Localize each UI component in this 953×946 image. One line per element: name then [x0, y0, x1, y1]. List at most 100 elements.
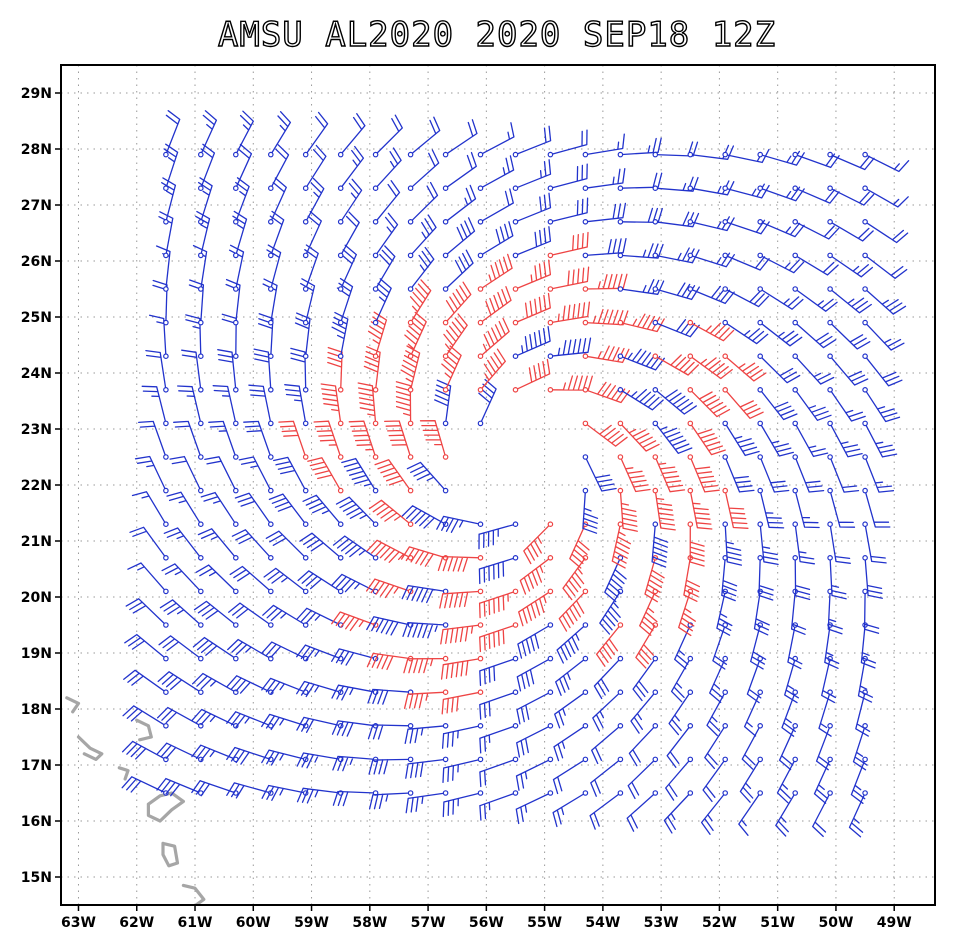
- station-dot: [722, 185, 729, 192]
- station-dot: [617, 487, 624, 494]
- station-dot: [337, 353, 344, 360]
- x-tick-label: 60W: [236, 915, 271, 931]
- wind-barb: [335, 496, 379, 528]
- wind-barb: [267, 144, 290, 192]
- wind-barb: [320, 383, 344, 427]
- station-dot: [198, 655, 204, 662]
- wind-barb: [704, 722, 729, 770]
- coastline-island-west-2: [76, 735, 104, 761]
- wind-barb: [722, 487, 749, 529]
- station-dot: [862, 554, 868, 561]
- station-dot: [862, 185, 868, 192]
- wind-barb: [402, 622, 449, 639]
- station-dot: [302, 185, 309, 192]
- wind-barb: [722, 521, 743, 566]
- wind-barb: [442, 313, 468, 360]
- wind-barb: [848, 790, 868, 838]
- station-dot: [862, 454, 868, 460]
- wind-barb: [195, 564, 239, 595]
- wind-barb: [163, 143, 179, 192]
- station-dot: [233, 521, 239, 528]
- station-dot: [512, 722, 519, 729]
- station-dot: [407, 790, 414, 796]
- wind-barb: [158, 635, 204, 662]
- station-dot: [267, 319, 274, 326]
- station-dot: [547, 386, 554, 393]
- wind-barb: [757, 219, 805, 238]
- station-dot: [687, 219, 694, 225]
- wind-barb: [134, 455, 169, 494]
- station-dot: [582, 588, 589, 595]
- station-dot: [233, 286, 239, 292]
- station-dot: [547, 722, 554, 729]
- wind-barb: [663, 790, 694, 834]
- wind-barb: [440, 655, 484, 680]
- station-dot: [687, 420, 694, 427]
- station-dot: [407, 286, 414, 292]
- station-dot: [862, 521, 868, 528]
- wind-barb: [617, 207, 663, 225]
- wind-barb: [477, 155, 515, 192]
- station-dot: [337, 286, 344, 292]
- station-dot: [827, 420, 833, 427]
- wind-barb: [337, 178, 363, 225]
- station-dot: [792, 521, 799, 528]
- station-dot: [477, 689, 484, 696]
- station-dot: [407, 219, 414, 225]
- wind-barb: [626, 790, 659, 832]
- wind-barb: [267, 111, 292, 158]
- wind-barb: [709, 655, 729, 704]
- station-dot: [757, 319, 764, 326]
- station-dot: [652, 454, 659, 460]
- station-dot: [547, 554, 554, 561]
- wind-barb: [862, 319, 905, 351]
- station-dot: [442, 487, 449, 494]
- station-dot: [198, 252, 204, 259]
- station-dot: [582, 420, 589, 427]
- station-dot: [757, 756, 764, 763]
- wind-barb: [652, 487, 676, 531]
- station-dot: [862, 756, 868, 763]
- station-dot: [407, 386, 414, 393]
- wind-barb: [515, 790, 554, 825]
- station-dot: [687, 722, 694, 729]
- wind-barb: [261, 641, 309, 662]
- station-dot: [722, 151, 729, 158]
- wind-barb: [776, 756, 799, 804]
- station-dot: [267, 588, 274, 595]
- x-tick-label: 49W: [877, 915, 912, 931]
- wind-barb: [582, 202, 627, 225]
- station-dot: [442, 386, 449, 393]
- wind-barb: [687, 487, 713, 530]
- station-dot: [722, 319, 729, 326]
- station-dot: [722, 353, 729, 360]
- wind-barb: [129, 526, 169, 561]
- station-dot: [163, 554, 169, 561]
- wind-barb: [233, 143, 253, 192]
- station-dot: [722, 386, 729, 393]
- wind-barb: [792, 319, 837, 349]
- station-dot: [617, 319, 624, 326]
- station-dot: [477, 420, 484, 427]
- station-dot: [198, 722, 204, 729]
- station-dot: [792, 554, 799, 561]
- station-dot: [302, 219, 309, 225]
- wind-barb: [267, 210, 285, 259]
- wind-barb: [404, 311, 427, 360]
- station-dot: [862, 353, 868, 360]
- station-dot: [163, 386, 169, 393]
- station-dot: [512, 790, 519, 796]
- wind-barb: [337, 145, 365, 192]
- y-tick-label: 16N: [21, 814, 52, 830]
- wind-barb: [775, 790, 799, 837]
- wind-barb: [407, 116, 441, 158]
- wind-barb: [512, 159, 552, 192]
- wind-barb: [827, 487, 856, 528]
- wind-barb: [582, 237, 627, 259]
- wind-barb: [862, 554, 883, 599]
- wind-barb: [547, 231, 589, 259]
- wind-barb: [652, 211, 700, 228]
- wind-barb: [827, 286, 872, 314]
- station-dot: [512, 185, 519, 192]
- wind-barb: [552, 756, 589, 795]
